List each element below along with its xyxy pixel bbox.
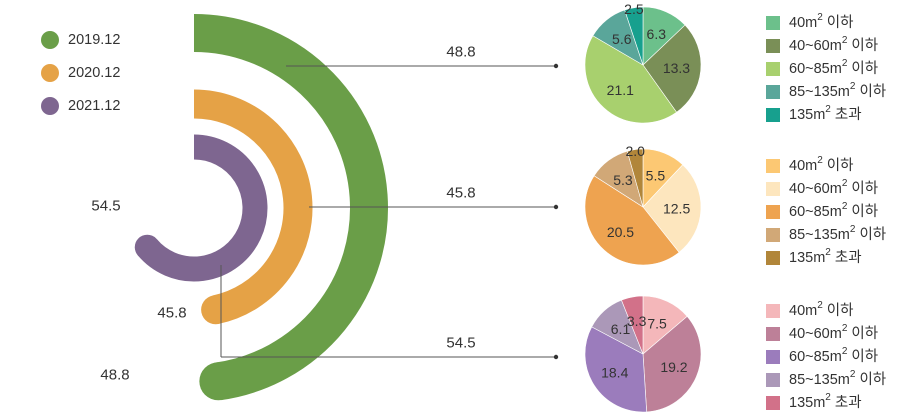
pie-slice-label-2019.12-3: 5.6 xyxy=(612,31,632,47)
pie-charts: 6.3 13.3 21.1 5.6 2.5 5.5 12.5 20.5 5.3 2.0 7.5 19.… xyxy=(584,1,702,413)
pie-legend-label-2020.12-3: 85~135m2 이하 xyxy=(789,224,886,244)
radial-value-label-2020.12: 45.8 xyxy=(157,305,186,322)
pie-slice-label-2021.12-0: 7.5 xyxy=(647,315,667,331)
pie-slice-label-2021.12-1: 19.2 xyxy=(660,359,687,375)
radial-bars xyxy=(134,14,388,401)
pie-legend-swatch-2020.12-4 xyxy=(766,251,780,265)
pie-legend-swatch-2021.12-4 xyxy=(766,396,780,410)
legend-marker-2020.12 xyxy=(41,64,59,82)
pie-legend-label-2019.12-1: 40~60m2 이하 xyxy=(789,35,878,55)
pie-slice-label-2021.12-3: 6.1 xyxy=(611,321,631,337)
pie-legend-swatch-2021.12-2 xyxy=(766,350,780,364)
pie-legend-swatch-2020.12-2 xyxy=(766,205,780,219)
pie-slice-label-2019.12-1: 13.3 xyxy=(663,60,690,76)
pie-legend-label-2020.12-0: 40m2 이하 xyxy=(789,155,854,175)
pie-slice-2020.12-1 xyxy=(642,164,702,253)
pie-legend-label-2021.12-3: 85~135m2 이하 xyxy=(789,369,886,389)
radial-value-label-2019.12: 48.8 xyxy=(100,367,129,384)
pie-legend-label-2019.12-3: 85~135m2 이하 xyxy=(789,81,886,101)
pie-legend-swatch-2019.12-3 xyxy=(766,85,780,99)
pie-legend-swatch-2020.12-3 xyxy=(766,228,780,242)
radial-bar-2021.12 xyxy=(137,134,268,282)
legend-label-2021.12: 2021.12 xyxy=(68,98,120,114)
pie-slice-label-2019.12-0: 6.3 xyxy=(647,26,667,42)
pie-slice-2021.12-4 xyxy=(621,295,644,355)
pie-legend-label-2021.12-4: 135m2 초과 xyxy=(789,392,862,412)
radial-bar-2020.12 xyxy=(193,89,313,324)
radial-bar-cap-2021.12 xyxy=(134,234,160,260)
year-legend: 2019.12 2020.12 2021.12 xyxy=(41,31,120,115)
pie-legend-swatch-2021.12-1 xyxy=(766,327,780,341)
pie-legend-swatch-2019.12-2 xyxy=(766,62,780,76)
pie-2019.12: 6.3 13.3 21.1 5.6 2.5 xyxy=(584,1,702,124)
pie-slice-label-2020.12-4: 2.0 xyxy=(625,143,645,159)
legend-marker-2021.12 xyxy=(41,97,59,115)
legend-label-2019.12: 2019.12 xyxy=(68,32,120,48)
connector-lines: 48.8 45.8 54.5 xyxy=(220,44,559,360)
pie-slice-2019.12-2 xyxy=(584,35,678,124)
connector-dot-2019.12 xyxy=(553,63,559,69)
pie-2021.12: 7.5 19.2 18.4 6.13.3 xyxy=(584,295,702,413)
pie-legend-label-2021.12-1: 40~60m2 이하 xyxy=(789,323,878,343)
pie-2020.12: 5.5 12.5 20.5 5.3 2.0 xyxy=(584,143,702,266)
connector-dot-2021.12 xyxy=(553,354,559,360)
pie-legend-swatch-2021.12-0 xyxy=(766,304,780,318)
pie-slice-label-2020.12-2: 20.5 xyxy=(607,224,634,240)
pie-legend-label-2019.12-0: 40m2 이하 xyxy=(789,12,854,32)
pie-legend-label-2021.12-2: 60~85m2 이하 xyxy=(789,346,878,366)
connector-label-2020.12: 45.8 xyxy=(446,185,475,202)
pie-legends: 40m2 이하 40~60m2 이하 60~85m2 이하 85~135m2 이하 13… xyxy=(766,12,886,412)
pie-legend-swatch-2020.12-0 xyxy=(766,159,780,173)
pie-slice-label-2021.12-4: 3.3 xyxy=(627,313,647,329)
pie-legend-label-2021.12-0: 40m2 이하 xyxy=(789,300,854,320)
pie-legend-label-2019.12-2: 60~85m2 이하 xyxy=(789,58,878,78)
pie-legend-label-2020.12-2: 60~85m2 이하 xyxy=(789,201,878,221)
pie-slice-label-2020.12-1: 12.5 xyxy=(663,200,690,216)
connector-label-2021.12: 54.5 xyxy=(446,335,475,352)
pie-legend-swatch-2020.12-1 xyxy=(766,182,780,196)
pie-legend-label-2020.12-1: 40~60m2 이하 xyxy=(789,178,878,198)
pie-slice-2019.12-1 xyxy=(642,24,702,113)
pie-slice-2019.12-4 xyxy=(624,6,644,66)
connector-label-2019.12: 48.8 xyxy=(446,44,475,61)
pie-slice-label-2020.12-0: 5.5 xyxy=(646,168,666,184)
pie-legend-swatch-2019.12-1 xyxy=(766,39,780,53)
pie-slice-label-2019.12-2: 21.1 xyxy=(607,82,634,98)
pie-slice-label-2020.12-3: 5.3 xyxy=(613,172,633,188)
pie-slice-label-2019.12-4: 2.5 xyxy=(624,1,644,17)
pie-legend-swatch-2019.12-0 xyxy=(766,16,780,30)
pie-slice-label-2021.12-2: 18.4 xyxy=(601,364,628,380)
legend-marker-2019.12 xyxy=(41,31,59,49)
radial-bar-2019.12 xyxy=(193,14,388,401)
pie-slice-2020.12-4 xyxy=(626,148,644,208)
pie-legend-label-2019.12-4: 135m2 초과 xyxy=(789,104,862,124)
legend-label-2020.12: 2020.12 xyxy=(68,65,120,81)
pie-legend-label-2020.12-4: 135m2 초과 xyxy=(789,247,862,267)
radial-bar-value-labels: 48.8 45.8 54.5 xyxy=(91,198,186,384)
radial-value-label-2021.12: 54.5 xyxy=(91,198,120,215)
pie-legend-swatch-2021.12-3 xyxy=(766,373,780,387)
pie-slice-2020.12-2 xyxy=(584,175,680,266)
radial-bar-cap-2019.12 xyxy=(199,362,238,401)
radial-bar-cap-2020.12 xyxy=(201,295,231,325)
pie-slice-2021.12-1 xyxy=(642,315,702,413)
connector-dot-2020.12 xyxy=(553,204,559,210)
pie-legend-swatch-2019.12-4 xyxy=(766,108,780,122)
